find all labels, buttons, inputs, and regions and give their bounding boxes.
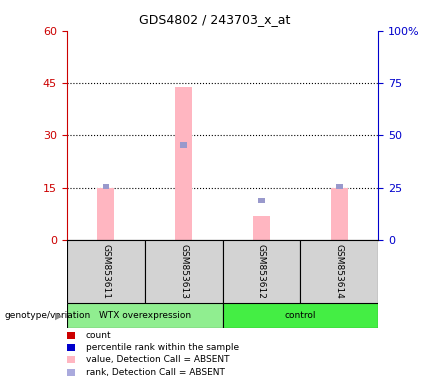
Text: GSM853614: GSM853614 bbox=[335, 244, 344, 299]
Bar bbox=[175, 86, 192, 240]
Bar bbox=[102, 184, 109, 189]
Text: control: control bbox=[285, 311, 316, 320]
Bar bbox=[67, 240, 144, 303]
Text: percentile rank within the sample: percentile rank within the sample bbox=[86, 343, 239, 352]
Text: genotype/variation: genotype/variation bbox=[4, 311, 91, 320]
Text: ▶: ▶ bbox=[55, 311, 62, 321]
Bar bbox=[67, 303, 223, 328]
Bar bbox=[223, 240, 301, 303]
Text: rank, Detection Call = ABSENT: rank, Detection Call = ABSENT bbox=[86, 367, 225, 377]
Text: WTX overexpression: WTX overexpression bbox=[98, 311, 190, 320]
Text: GSM853612: GSM853612 bbox=[257, 244, 266, 299]
Bar bbox=[181, 142, 187, 147]
Text: GSM853611: GSM853611 bbox=[101, 244, 110, 299]
Bar bbox=[97, 188, 114, 240]
Text: GSM853613: GSM853613 bbox=[179, 244, 188, 299]
Bar bbox=[253, 215, 270, 240]
Bar bbox=[144, 240, 223, 303]
Text: count: count bbox=[86, 331, 112, 340]
Text: GDS4802 / 243703_x_at: GDS4802 / 243703_x_at bbox=[139, 13, 291, 26]
Bar bbox=[331, 188, 348, 240]
Bar bbox=[301, 240, 378, 303]
Bar bbox=[336, 184, 343, 189]
Bar bbox=[223, 303, 378, 328]
Bar bbox=[258, 198, 264, 204]
Text: value, Detection Call = ABSENT: value, Detection Call = ABSENT bbox=[86, 355, 230, 364]
